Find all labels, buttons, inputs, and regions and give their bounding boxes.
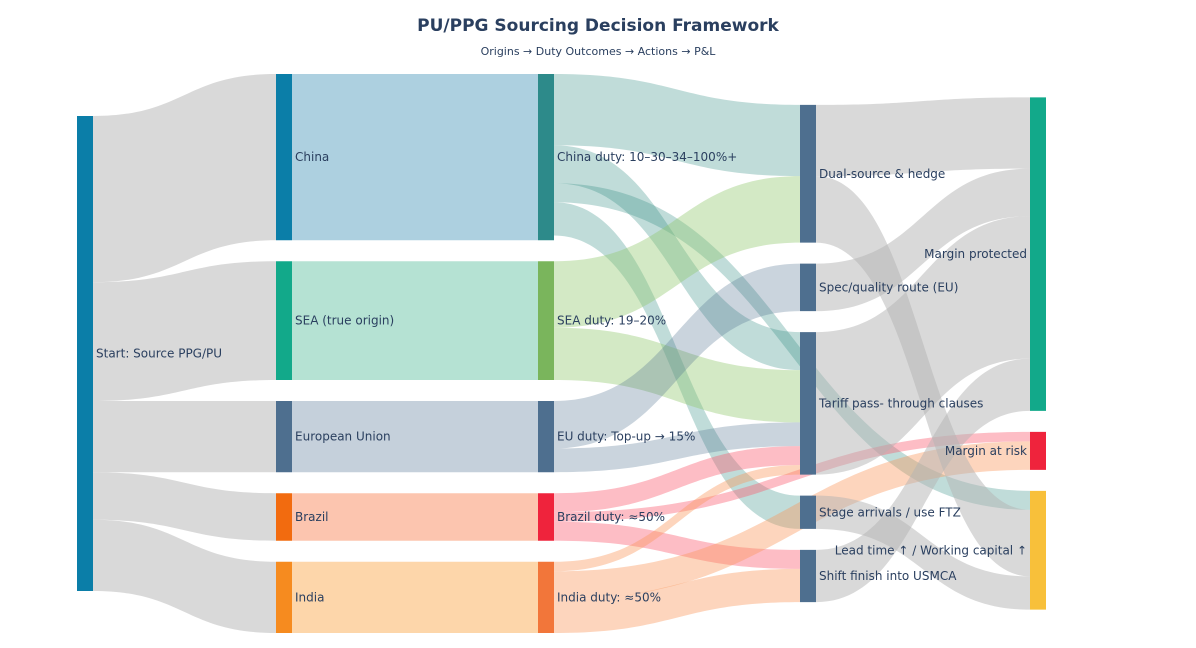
node-china[interactable] (276, 74, 292, 241)
node-label-india_duty: India duty: ≈50% (557, 590, 661, 604)
node-lead_time[interactable] (1030, 490, 1046, 610)
node-label-brazil_duty: Brazil duty: ≈50% (557, 510, 665, 524)
link-start-to-brazil (93, 472, 276, 541)
node-sea_duty[interactable] (538, 261, 554, 380)
node-dual[interactable] (800, 104, 816, 243)
link-sea_duty-to-tariff (554, 327, 800, 423)
node-sea[interactable] (276, 261, 292, 380)
link-dual-to-margin_protected (816, 97, 1030, 177)
link-china_duty-to-tariff (554, 145, 800, 371)
nodes-layer (77, 74, 1046, 633)
node-eu_duty[interactable] (538, 401, 554, 473)
node-eu[interactable] (276, 401, 292, 473)
node-label-sea: SEA (true origin) (295, 314, 394, 328)
node-label-tariff: Tariff pass- through clauses (818, 396, 983, 410)
node-label-eu: European Union (295, 430, 391, 444)
node-margin_risk[interactable] (1030, 431, 1046, 470)
link-india_duty-to-tariff (554, 465, 800, 572)
node-label-shift: Shift finish into USMCA (819, 569, 957, 583)
links-layer (93, 74, 1030, 633)
node-brazil[interactable] (276, 493, 292, 541)
node-label-india: India (295, 590, 324, 604)
node-spec[interactable] (800, 263, 816, 312)
node-label-china_duty: China duty: 10–30–34–100%+ (557, 150, 737, 164)
link-brazil-to-brazil_duty (292, 493, 538, 541)
link-sea-to-sea_duty (292, 261, 538, 380)
link-start-to-india (93, 519, 276, 633)
link-stage-to-lead_time (816, 495, 1030, 610)
chart-title: PU/PPG Sourcing Decision Framework (417, 16, 779, 36)
link-spec-to-margin_protected (816, 168, 1030, 312)
link-eu-to-eu_duty (292, 401, 538, 473)
link-china_duty-to-dual (554, 74, 800, 177)
node-stage[interactable] (800, 495, 816, 529)
node-india_duty[interactable] (538, 561, 554, 633)
link-china-to-china_duty (292, 74, 538, 241)
link-sea_duty-to-dual (554, 176, 800, 328)
link-eu_duty-to-tariff (554, 422, 800, 473)
link-india_duty-to-shift (554, 568, 800, 633)
node-label-lead_time: Lead time ↑ / Working capital ↑ (835, 543, 1027, 557)
node-label-brazil: Brazil (295, 510, 329, 524)
link-china_duty-to-stage (554, 202, 800, 529)
node-label-dual: Dual-source & hedge (819, 167, 945, 181)
link-brazil_duty-to-tariff (554, 446, 800, 513)
link-india-to-india_duty (292, 561, 538, 633)
node-tariff[interactable] (800, 332, 816, 475)
node-label-eu_duty: EU duty: Top-up → 15% (557, 430, 695, 444)
node-label-margin_risk: Margin at risk (945, 444, 1027, 458)
node-brazil_duty[interactable] (538, 493, 554, 541)
link-brazil_duty-to-margin_risk (554, 431, 1030, 522)
node-label-start: Start: Source PPG/PU (96, 347, 222, 361)
link-china_duty-to-lead_time (554, 183, 1030, 510)
link-brazil_duty-to-shift (554, 521, 800, 569)
node-label-stage: Stage arrivals / use FTZ (819, 505, 961, 519)
chart-subtitle: Origins → Duty Outcomes → Actions → P&L (480, 45, 716, 58)
link-start-to-china (93, 74, 276, 283)
node-label-margin_protected: Margin protected (924, 247, 1027, 261)
link-start-to-sea (93, 261, 276, 401)
node-label-spec: Spec/quality route (EU) (819, 280, 958, 294)
labels-layer: Start: Source PPG/PU China SEA (true origi… (96, 150, 1027, 604)
node-shift[interactable] (800, 549, 816, 603)
link-tariff-to-margin_protected (816, 216, 1030, 475)
link-shift-to-margin_protected (816, 358, 1030, 603)
link-start-to-eu (93, 401, 276, 473)
node-label-china: China (295, 150, 329, 164)
node-margin_protected[interactable] (1030, 97, 1046, 411)
node-china_duty[interactable] (538, 74, 554, 241)
link-eu_duty-to-spec (554, 263, 800, 449)
node-label-sea_duty: SEA duty: 19–20% (557, 314, 666, 328)
node-start[interactable] (77, 116, 93, 591)
node-india[interactable] (276, 561, 292, 633)
